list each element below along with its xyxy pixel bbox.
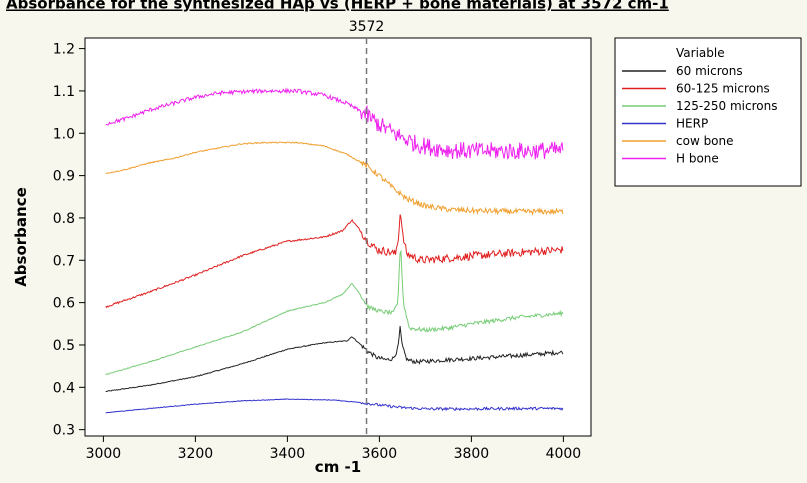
legend-title: Variable [676, 46, 725, 60]
x-tick-label: 3600 [362, 446, 398, 462]
series-line-3 [105, 249, 564, 376]
header-text: Absorbance for the synthesized HAp vs (H… [6, 0, 669, 13]
y-tick-label: 0.8 [53, 211, 75, 227]
y-tick-label: 1.0 [53, 126, 75, 142]
legend-label: 60-125 microns [676, 82, 770, 96]
legend-box [614, 37, 802, 187]
y-tick-label: 0.9 [53, 169, 75, 185]
series-line-4 [105, 398, 564, 414]
y-tick-label: 1.1 [53, 84, 75, 100]
series-line-1 [105, 326, 564, 393]
y-tick-label: 1.2 [53, 42, 75, 58]
plot-frame [84, 37, 592, 437]
series-line-5 [105, 141, 564, 217]
legend-label: 125-250 microns [676, 99, 777, 113]
x-tick-label: 3400 [270, 446, 306, 462]
legend-label: cow bone [676, 134, 734, 148]
x-axis-title: cm -1 [315, 458, 361, 476]
y-tick-label: 0.4 [53, 380, 75, 396]
y-tick-label: 0.5 [53, 338, 75, 354]
y-tick-label: 0.3 [53, 423, 75, 439]
reference-layer: 3572 [349, 19, 385, 436]
x-tick-label: 3200 [178, 446, 214, 462]
x-axis: 3000 3200 3400 3600 3800 4000 [86, 436, 582, 462]
x-tick-label: 3800 [454, 446, 490, 462]
x-tick-label: 4000 [546, 446, 582, 462]
y-axis: 0.3 0.4 0.5 0.6 0.7 0.8 0.9 1.0 1.1 1.2 [53, 42, 85, 439]
series-layer [105, 87, 564, 414]
reference-line-label: 3572 [349, 19, 385, 35]
series-line-6 [105, 87, 564, 160]
legend-label: H bone [676, 152, 719, 166]
y-axis-title: Absorbance [12, 187, 30, 287]
legend-label: HERP [676, 117, 708, 131]
legend-label: 60 microns [676, 64, 743, 78]
y-tick-label: 0.7 [53, 253, 75, 269]
series-line-2 [105, 214, 564, 309]
legend: Variable 60 microns 60-125 microns 125-250… [614, 37, 802, 187]
y-tick-label: 0.6 [53, 296, 75, 312]
x-tick-label: 3000 [86, 446, 122, 462]
